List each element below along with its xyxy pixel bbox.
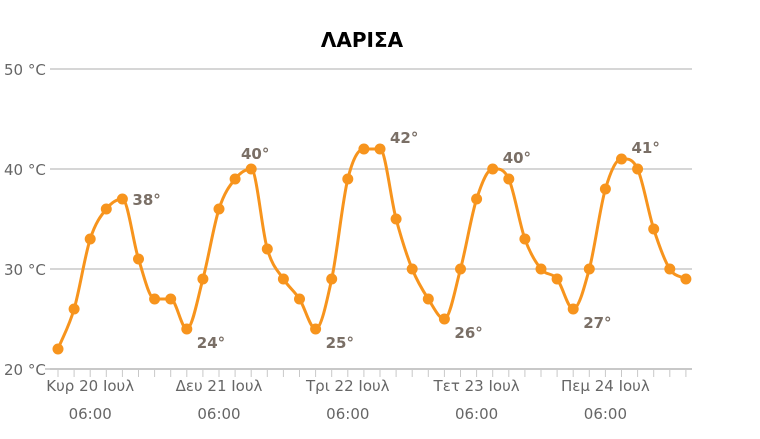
chart-title: ΛΑΡΙΣΑ xyxy=(321,28,404,52)
data-point xyxy=(229,173,241,185)
data-point xyxy=(664,263,676,275)
x-axis: Κυρ 20 Ιουλ 06:00 Δευ 21 Ιουλ 06:00 Τρι 22 Ι… xyxy=(45,368,692,423)
data-point xyxy=(374,143,386,155)
x-tick-time-label: 06:00 xyxy=(584,405,627,423)
data-point xyxy=(52,343,64,355)
data-point xyxy=(535,263,547,275)
data-label: 41° xyxy=(632,139,660,157)
data-label: 40° xyxy=(503,149,531,167)
data-point xyxy=(277,273,289,285)
temperature-series xyxy=(52,143,692,355)
data-label: 40° xyxy=(241,145,269,163)
y-tick-label: 40 °C xyxy=(4,161,46,179)
data-point xyxy=(310,323,322,335)
y-axis-labels: 20 °C 30 °C 40 °C 50 °C xyxy=(4,61,46,379)
data-point xyxy=(213,203,225,215)
x-tick-day-label: Τετ 23 Ιουλ xyxy=(433,377,520,395)
data-point xyxy=(599,183,611,195)
data-point xyxy=(503,173,515,185)
data-label: 27° xyxy=(583,314,611,332)
data-label: 24° xyxy=(197,334,225,352)
data-point xyxy=(245,163,257,175)
data-point xyxy=(84,233,96,245)
data-point xyxy=(133,253,144,265)
data-point xyxy=(116,193,128,205)
data-point xyxy=(406,263,418,275)
data-label: 38° xyxy=(132,191,160,209)
data-point xyxy=(455,263,466,275)
data-point xyxy=(342,173,354,185)
data-point xyxy=(68,303,80,315)
data-point xyxy=(567,303,579,315)
x-tick-day-label: Κυρ 20 Ιουλ xyxy=(46,377,134,395)
data-labels: 38° 24° 40° 25° 42° 26° 40° 27° 41° xyxy=(132,129,659,352)
data-point xyxy=(583,263,595,275)
data-point xyxy=(422,293,434,305)
y-tick-label: 50 °C xyxy=(4,61,46,79)
data-point xyxy=(165,293,177,305)
x-tick-day-label: Τρι 22 Ιουλ xyxy=(305,377,390,395)
data-point xyxy=(390,213,402,225)
data-point xyxy=(648,223,660,235)
y-tick-label: 20 °C xyxy=(4,361,46,379)
x-tick-time-label: 06:00 xyxy=(197,405,240,423)
data-point xyxy=(197,273,209,285)
data-point xyxy=(471,193,483,205)
data-label: 25° xyxy=(326,334,354,352)
data-point xyxy=(680,273,692,285)
data-label: 42° xyxy=(390,129,418,147)
data-point xyxy=(616,153,627,165)
x-tick-time-label: 06:00 xyxy=(326,405,369,423)
x-tick-time-label: 06:00 xyxy=(455,405,498,423)
data-point xyxy=(326,273,338,285)
data-point xyxy=(438,313,450,325)
data-label: 26° xyxy=(454,324,482,342)
data-point xyxy=(632,163,644,175)
data-point xyxy=(519,233,531,245)
data-point xyxy=(294,293,305,305)
y-tick-label: 30 °C xyxy=(4,261,46,279)
data-point xyxy=(100,203,112,215)
x-tick-day-label: Πεμ 24 Ιουλ xyxy=(561,377,650,395)
x-tick-time-label: 06:00 xyxy=(69,405,112,423)
data-point xyxy=(487,163,499,175)
data-point xyxy=(261,243,273,255)
x-tick-day-label: Δευ 21 Ιουλ xyxy=(176,377,263,395)
data-point xyxy=(551,273,563,285)
data-point xyxy=(358,143,370,155)
data-point xyxy=(149,293,161,305)
data-point xyxy=(181,323,193,335)
